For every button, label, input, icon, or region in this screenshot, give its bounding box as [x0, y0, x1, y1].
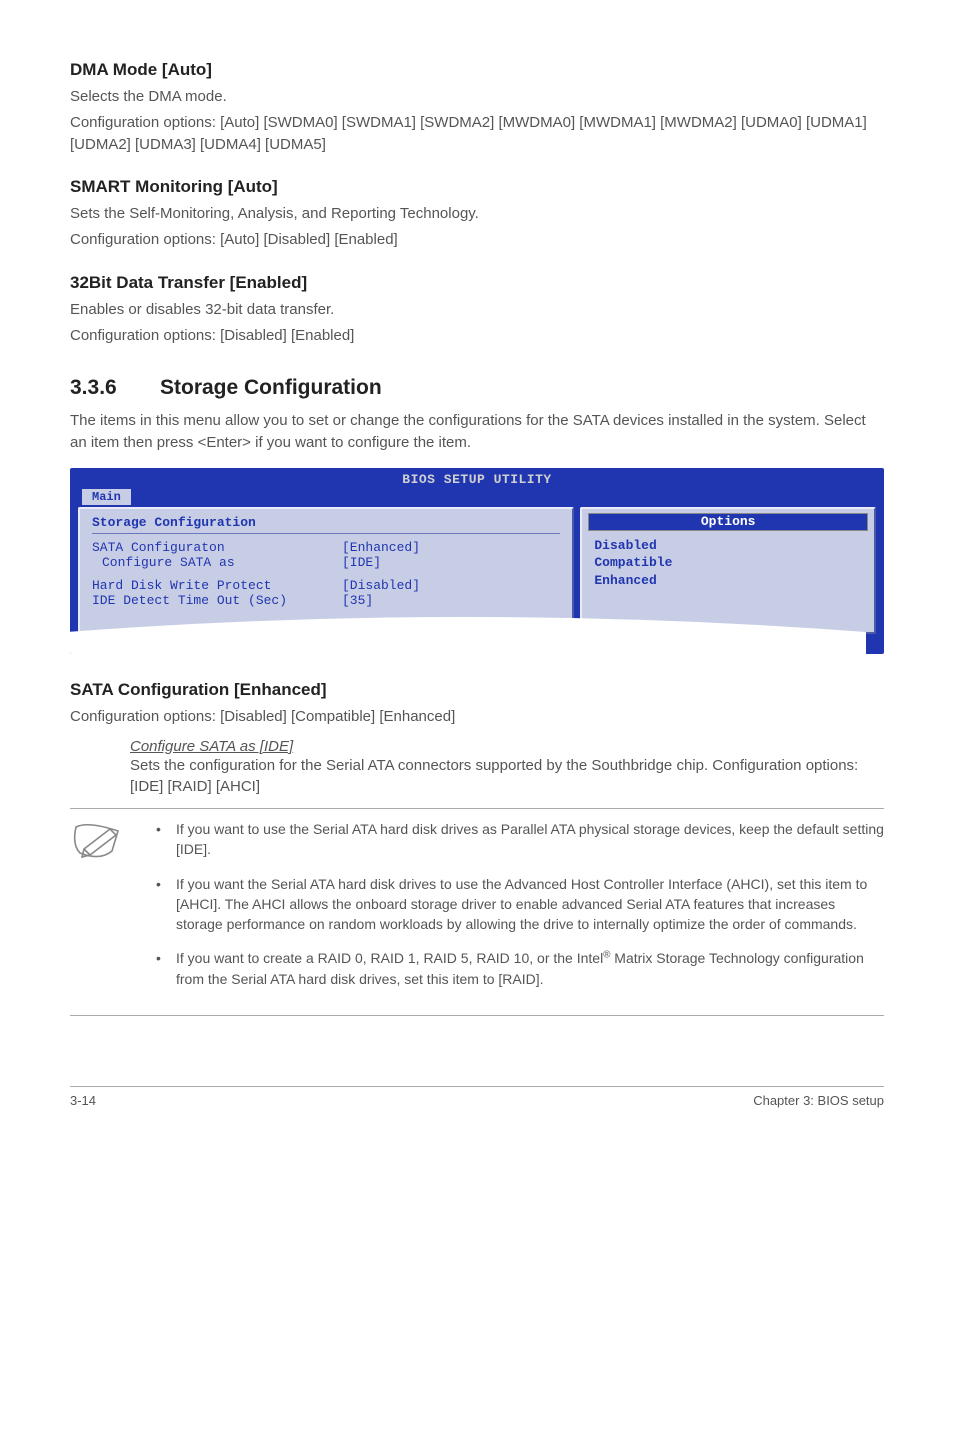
sata-sub-heading: Configure SATA as [IDE]	[130, 738, 884, 755]
bios-row-label: Configure SATA as	[92, 555, 342, 570]
bios-row-label: SATA Configuraton	[92, 540, 342, 555]
bios-tab-main: Main	[82, 489, 131, 505]
bit32-heading: 32Bit Data Transfer [Enabled]	[70, 273, 884, 293]
smart-body-1: Sets the Self-Monitoring, Analysis, and …	[70, 203, 884, 225]
note-item-text: If you want to create a RAID 0, RAID 1, …	[176, 950, 864, 986]
bios-row-label: IDE Detect Time Out (Sec)	[92, 593, 342, 608]
bios-panel-header: Storage Configuration	[92, 515, 560, 534]
smart-heading: SMART Monitoring [Auto]	[70, 177, 884, 197]
bios-row-value: [Disabled]	[342, 578, 560, 593]
sata-sub-block: Configure SATA as [IDE] Sets the configu…	[130, 738, 884, 799]
bios-options-title: Options	[588, 513, 868, 531]
bios-option: Enhanced	[594, 572, 862, 590]
bios-row: Configure SATA as [IDE]	[92, 555, 560, 570]
bios-row-value: [Enhanced]	[342, 540, 560, 555]
note-item: If you want to use the Serial ATA hard d…	[152, 819, 884, 860]
smart-body-2: Configuration options: [Auto] [Disabled]…	[70, 229, 884, 251]
note-pencil-icon	[70, 819, 130, 1003]
sata-config-body: Configuration options: [Disabled] [Compa…	[70, 706, 884, 728]
bios-row-value: [IDE]	[342, 555, 560, 570]
dma-heading: DMA Mode [Auto]	[70, 60, 884, 80]
bios-tab-row: Main	[70, 489, 884, 507]
dma-body-1: Selects the DMA mode.	[70, 86, 884, 108]
storage-section-heading: 3.3.6Storage Configuration	[70, 376, 884, 400]
bios-option: Compatible	[594, 554, 862, 572]
footer-page-number: 3-14	[70, 1093, 96, 1108]
bios-screenshot: BIOS SETUP UTILITY Main Storage Configur…	[70, 468, 884, 654]
bit32-body-2: Configuration options: [Disabled] [Enabl…	[70, 325, 884, 347]
bios-row-value: [35]	[342, 593, 560, 608]
bios-fade-swoosh	[70, 614, 866, 654]
storage-section-number: 3.3.6	[70, 376, 160, 400]
dma-body-2: Configuration options: [Auto] [SWDMA0] […	[70, 112, 884, 156]
bit32-body-1: Enables or disables 32-bit data transfer…	[70, 299, 884, 321]
footer-chapter: Chapter 3: BIOS setup	[753, 1093, 884, 1108]
sata-config-heading: SATA Configuration [Enhanced]	[70, 680, 884, 700]
bios-option: Disabled	[594, 537, 862, 555]
storage-section-intro: The items in this menu allow you to set …	[70, 410, 884, 454]
sata-sub-body: Sets the configuration for the Serial AT…	[130, 755, 884, 799]
storage-section-title: Storage Configuration	[160, 376, 382, 399]
bios-title: BIOS SETUP UTILITY	[70, 468, 884, 489]
note-item: If you want the Serial ATA hard disk dri…	[152, 874, 884, 935]
bios-row-label: Hard Disk Write Protect	[92, 578, 342, 593]
note-list: If you want to use the Serial ATA hard d…	[152, 819, 884, 1003]
bios-row: Hard Disk Write Protect [Disabled]	[92, 578, 560, 593]
bios-row: SATA Configuraton [Enhanced]	[92, 540, 560, 555]
bios-row: IDE Detect Time Out (Sec) [35]	[92, 593, 560, 608]
note-item: If you want to create a RAID 0, RAID 1, …	[152, 948, 884, 989]
page-footer: 3-14 Chapter 3: BIOS setup	[70, 1086, 884, 1108]
note-box: If you want to use the Serial ATA hard d…	[70, 808, 884, 1016]
